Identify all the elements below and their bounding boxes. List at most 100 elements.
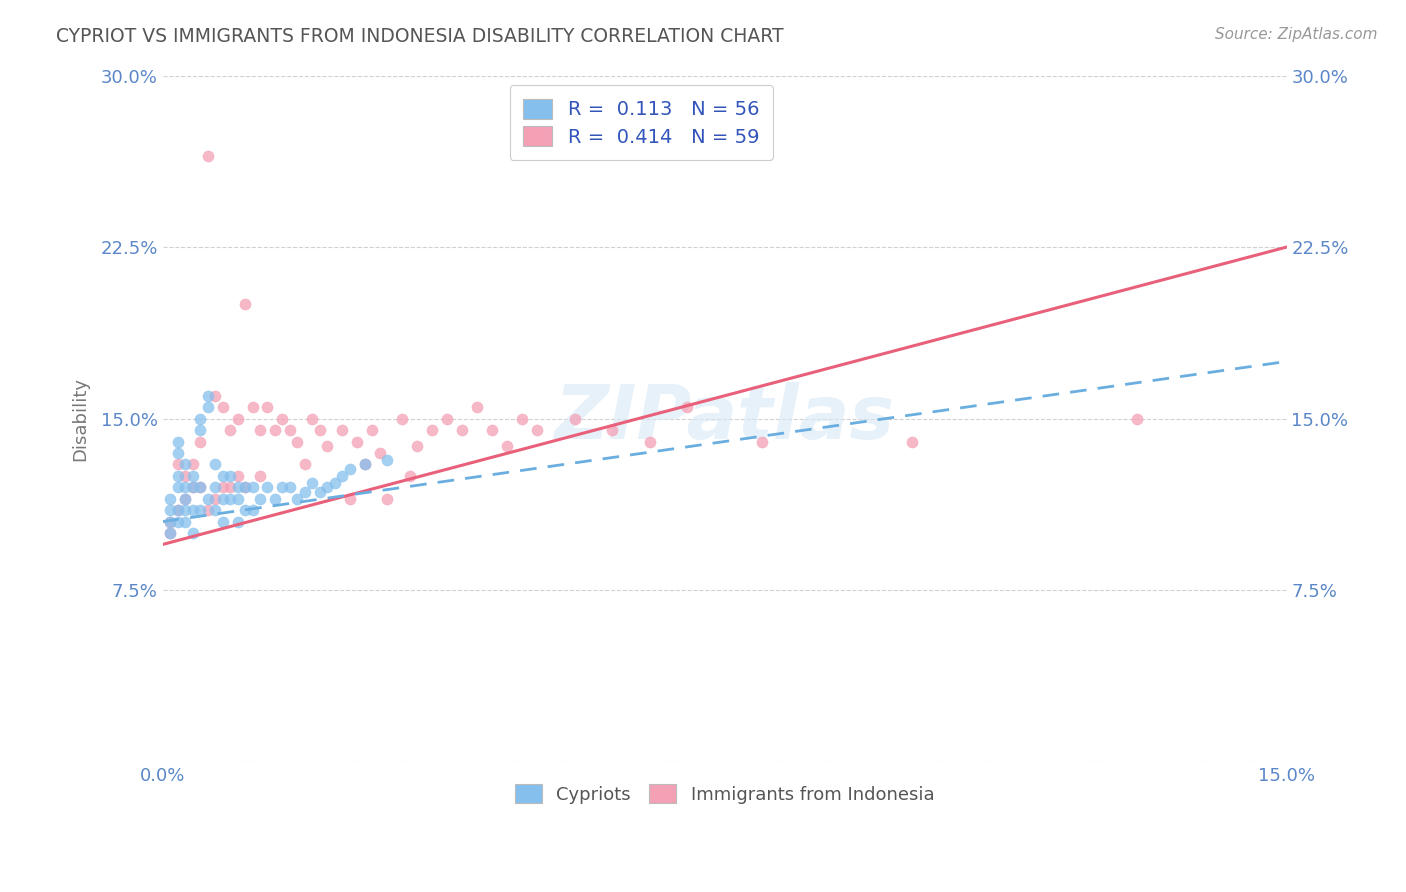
Point: [188, 411, 211, 425]
Point: [204, 480, 226, 494]
Point: [204, 389, 226, 403]
Point: [346, 434, 368, 449]
Point: [174, 491, 197, 506]
Point: [159, 526, 181, 541]
Point: [377, 491, 399, 506]
Point: [332, 468, 354, 483]
Point: [226, 411, 249, 425]
Point: [159, 515, 181, 529]
Point: [368, 446, 391, 460]
Point: [181, 503, 204, 517]
Point: [226, 515, 249, 529]
Point: [264, 491, 287, 506]
Point: [181, 480, 204, 494]
Point: [339, 462, 361, 476]
Point: [451, 423, 474, 437]
Point: [600, 423, 623, 437]
Point: [219, 480, 242, 494]
Point: [676, 401, 699, 415]
Point: [332, 423, 354, 437]
Point: [316, 439, 339, 453]
Point: [197, 503, 219, 517]
Text: ZIPatlas: ZIPatlas: [554, 382, 894, 455]
Point: [1125, 411, 1147, 425]
Point: [354, 458, 377, 472]
Point: [233, 503, 256, 517]
Point: [226, 491, 249, 506]
Point: [233, 480, 256, 494]
Point: [278, 480, 301, 494]
Point: [233, 480, 256, 494]
Point: [377, 452, 399, 467]
Point: [242, 401, 264, 415]
Point: [211, 468, 233, 483]
Point: [174, 480, 197, 494]
Point: [354, 458, 377, 472]
Point: [391, 411, 413, 425]
Point: [204, 458, 226, 472]
Point: [256, 480, 278, 494]
Point: [166, 515, 188, 529]
Point: [256, 401, 278, 415]
Point: [564, 411, 586, 425]
Point: [188, 480, 211, 494]
Point: [188, 423, 211, 437]
Point: [294, 484, 316, 499]
Point: [174, 468, 197, 483]
Point: [510, 411, 533, 425]
Point: [174, 503, 197, 517]
Point: [496, 439, 519, 453]
Point: [174, 491, 197, 506]
Point: [233, 297, 256, 311]
Point: [316, 480, 339, 494]
Point: [197, 401, 219, 415]
Point: [174, 515, 197, 529]
Point: [399, 468, 422, 483]
Point: [309, 484, 332, 499]
Text: CYPRIOT VS IMMIGRANTS FROM INDONESIA DISABILITY CORRELATION CHART: CYPRIOT VS IMMIGRANTS FROM INDONESIA DIS…: [56, 27, 785, 45]
Point: [406, 439, 429, 453]
Point: [211, 480, 233, 494]
Point: [219, 468, 242, 483]
Point: [751, 434, 773, 449]
Point: [166, 434, 188, 449]
Point: [181, 526, 204, 541]
Point: [181, 458, 204, 472]
Point: [211, 401, 233, 415]
Point: [166, 446, 188, 460]
Point: [249, 468, 271, 483]
Point: [166, 480, 188, 494]
Point: [188, 434, 211, 449]
Point: [204, 491, 226, 506]
Point: [211, 491, 233, 506]
Point: [197, 148, 219, 162]
Point: [166, 503, 188, 517]
Point: [166, 468, 188, 483]
Point: [226, 468, 249, 483]
Point: [339, 491, 361, 506]
Point: [436, 411, 458, 425]
Point: [159, 526, 181, 541]
Point: [166, 503, 188, 517]
Point: [323, 475, 346, 490]
Point: [181, 468, 204, 483]
Point: [422, 423, 444, 437]
Point: [271, 411, 294, 425]
Point: [204, 503, 226, 517]
Point: [197, 389, 219, 403]
Y-axis label: Disability: Disability: [72, 376, 89, 460]
Point: [465, 401, 488, 415]
Point: [211, 515, 233, 529]
Point: [166, 458, 188, 472]
Point: [901, 434, 924, 449]
Point: [264, 423, 287, 437]
Point: [197, 491, 219, 506]
Point: [481, 423, 503, 437]
Point: [242, 503, 264, 517]
Point: [301, 411, 323, 425]
Point: [242, 480, 264, 494]
Point: [159, 515, 181, 529]
Point: [181, 480, 204, 494]
Point: [271, 480, 294, 494]
Point: [159, 503, 181, 517]
